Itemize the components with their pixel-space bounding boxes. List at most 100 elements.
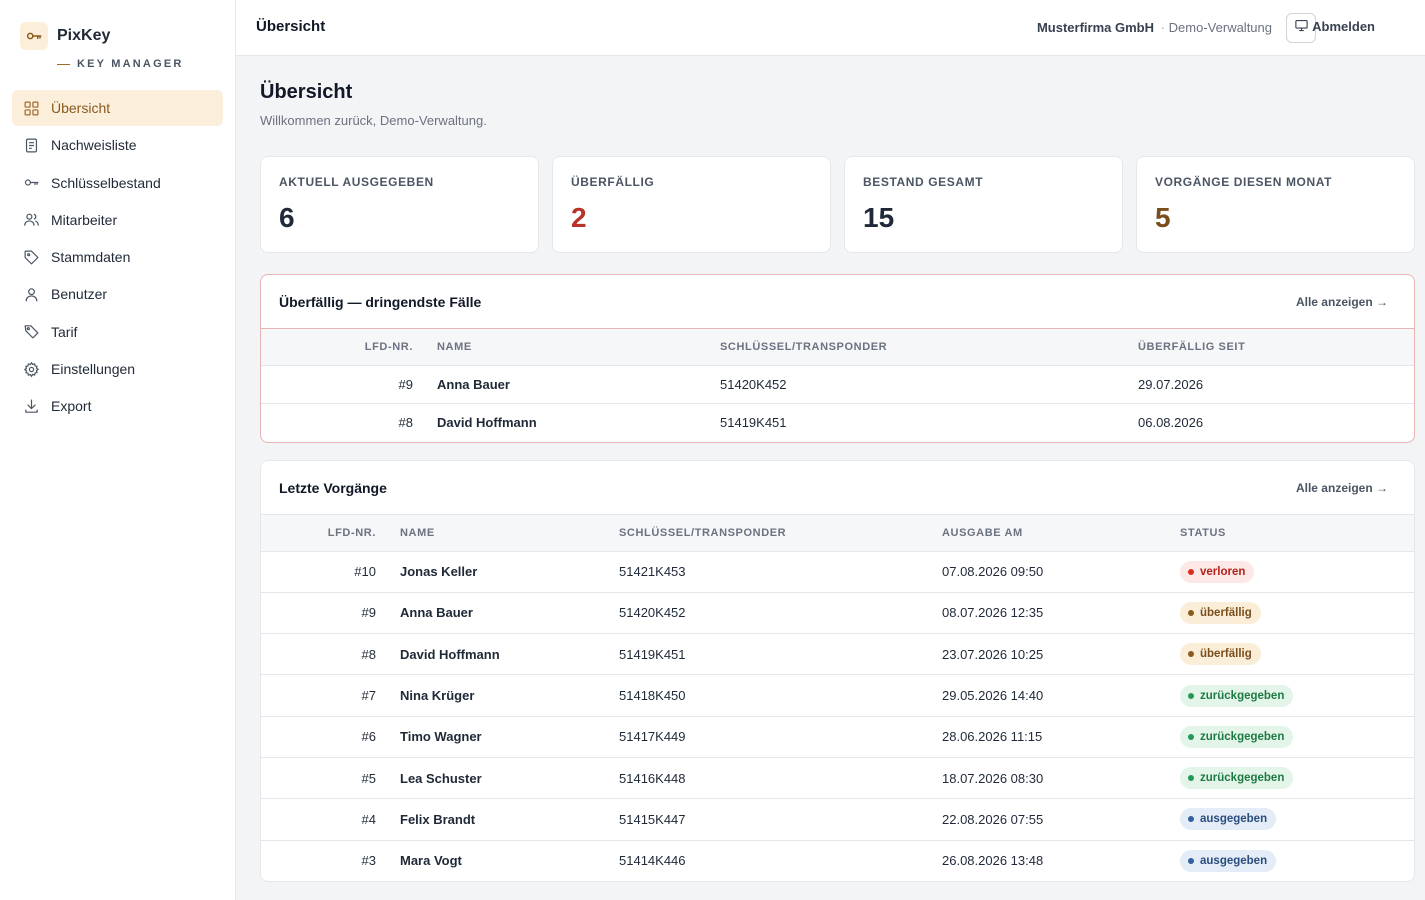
issue-date: 28.06.2026 11:15 xyxy=(942,716,1180,758)
sidebar: PixKey KEY MANAGER Übersicht Nachweislis… xyxy=(0,0,236,900)
status-badge: ausgegeben xyxy=(1180,808,1277,831)
key-id: 51416K448 xyxy=(619,757,942,800)
status-dot-icon xyxy=(1188,775,1194,782)
card-header: Letzte Vorgänge Alle anzeigen → xyxy=(261,461,1414,515)
key-id: 51418K450 xyxy=(619,674,942,717)
key-id: 51415K447 xyxy=(619,798,942,841)
column-header: AUSGABE AM xyxy=(942,515,1180,552)
stat-value: 6 xyxy=(279,202,295,233)
row-number: #5 xyxy=(261,757,400,800)
sidebar-item-label: Stammdaten xyxy=(51,249,131,266)
recent-transactions-card: Letzte Vorgänge Alle anzeigen → LFD-NR. … xyxy=(260,460,1415,882)
column-header: NAME xyxy=(400,515,619,552)
sidebar-nav: Übersicht Nachweisliste Schlüsselbestand… xyxy=(12,90,223,426)
table-row[interactable]: #7 Nina Krüger 51418K450 29.05.2026 14:40 zu… xyxy=(261,674,1414,717)
row-number: #8 xyxy=(398,414,413,430)
topbar-title: Übersicht xyxy=(256,18,326,35)
sidebar-item-schluesselbestand[interactable]: Schlüsselbestand xyxy=(12,165,223,201)
sidebar-item-label: Tarif xyxy=(51,323,78,340)
status-cell: zurückgegeben xyxy=(1180,757,1414,800)
column-header: SCHLÜSSEL/TRANSPONDER xyxy=(720,329,1138,366)
stat-value: 5 xyxy=(1155,202,1171,233)
employee-name: David Hoffmann xyxy=(437,414,537,430)
display-mode-button[interactable] xyxy=(1286,13,1316,43)
sidebar-item-uebersicht[interactable]: Übersicht xyxy=(12,90,223,126)
status-dot-icon xyxy=(1188,816,1194,823)
key-id: 51420K452 xyxy=(720,365,1138,404)
gear-icon xyxy=(23,361,40,378)
sidebar-item-mitarbeiter[interactable]: Mitarbeiter xyxy=(12,202,223,238)
key-id: 51417K449 xyxy=(619,716,942,758)
table-row[interactable]: #3 Mara Vogt 51414K446 26.08.2026 13:48 ausg… xyxy=(261,840,1414,881)
table-row[interactable]: #4 Felix Brandt 51415K447 22.08.2026 07:55 a… xyxy=(261,798,1414,841)
sidebar-item-benutzer[interactable]: Benutzer xyxy=(12,276,223,312)
table-row[interactable]: #5 Lea Schuster 51416K448 18.07.2026 08:30 z… xyxy=(261,757,1414,800)
status-badge: verloren xyxy=(1180,560,1255,583)
row-number: #10 xyxy=(261,551,400,593)
company-name: Musterfirma GmbH xyxy=(1036,20,1154,35)
show-all-link[interactable]: Alle anzeigen → xyxy=(1295,481,1388,495)
status-badge: überfällig xyxy=(1180,601,1261,624)
logout-button[interactable]: Abmelden xyxy=(1312,19,1375,34)
row-number: #7 xyxy=(261,674,400,717)
stat-card-overdue: ÜBERFÄLLIG 2 xyxy=(552,156,831,253)
column-header: LFD-NR. xyxy=(261,329,437,366)
card-title: Letzte Vorgänge xyxy=(279,480,387,496)
tag-icon xyxy=(23,249,40,266)
table-row[interactable]: #8 David Hoffmann 51419K451 23.07.2026 10:2… xyxy=(261,633,1414,676)
employee-name: David Hoffmann xyxy=(400,633,619,676)
employee-name: Felix Brandt xyxy=(400,798,619,841)
row-number: #9 xyxy=(261,365,437,404)
brand-subtitle: KEY MANAGER xyxy=(57,58,184,70)
document-icon xyxy=(23,137,40,154)
status-label: zurückgegeben xyxy=(1200,772,1285,785)
status-dot-icon xyxy=(1188,692,1194,699)
row-number: #6 xyxy=(261,716,400,758)
status-cell: ausgegeben xyxy=(1180,840,1414,881)
employee-name: Nina Krüger xyxy=(400,674,619,717)
sidebar-item-export[interactable]: Export xyxy=(12,388,223,424)
issue-date: 22.08.2026 07:55 xyxy=(942,798,1180,841)
sidebar-item-label: Übersicht xyxy=(51,100,111,116)
column-header: NAME xyxy=(437,329,720,366)
status-badge: überfällig xyxy=(1180,643,1261,666)
sidebar-item-tarif[interactable]: Tarif xyxy=(12,314,223,350)
employee-name: Lea Schuster xyxy=(400,757,619,800)
issue-date: 29.05.2026 14:40 xyxy=(942,674,1180,717)
stat-card-issued: AKTUELL AUSGEGEBEN 6 xyxy=(260,156,539,253)
brand[interactable]: PixKey xyxy=(20,22,110,50)
table-row[interactable]: #9 Anna Bauer 51420K452 29.07.2026 xyxy=(261,365,1414,404)
table-row[interactable]: #8 David Hoffmann 51419K451 06.08.2026 xyxy=(261,403,1414,441)
stat-label: ÜBERFÄLLIG xyxy=(571,175,655,189)
stat-value: 15 xyxy=(863,202,895,233)
table-header-row: LFD-NR. NAME SCHLÜSSEL/TRANSPONDER AUSGA… xyxy=(261,515,1414,552)
table-row[interactable]: #6 Timo Wagner 51417K449 28.06.2026 11:15 zu… xyxy=(261,716,1414,758)
stat-label: VORGÄNGE DIESEN MONAT xyxy=(1155,175,1333,189)
stat-card-total-stock: BESTAND GESAMT 15 xyxy=(844,156,1123,253)
key-id: 51421K453 xyxy=(619,551,942,593)
sidebar-item-stammdaten[interactable]: Stammdaten xyxy=(12,239,223,275)
users-icon xyxy=(23,211,40,228)
status-badge: zurückgegeben xyxy=(1180,684,1294,707)
status-label: zurückgegeben xyxy=(1200,689,1285,702)
monitor-icon xyxy=(1294,18,1309,38)
overdue-card: Überfällig — dringendste Fälle Alle anze… xyxy=(260,274,1415,443)
show-all-link[interactable]: Alle anzeigen → xyxy=(1295,295,1388,309)
table-row[interactable]: #9 Anna Bauer 51420K452 08.07.2026 12:35 übe… xyxy=(261,592,1414,635)
issue-date: 26.08.2026 13:48 xyxy=(942,853,1044,869)
page-title: Übersicht xyxy=(260,81,353,103)
sidebar-item-nachweisliste[interactable]: Nachweisliste xyxy=(12,127,223,163)
recent-transactions-table: LFD-NR. NAME SCHLÜSSEL/TRANSPONDER AUSGA… xyxy=(261,515,1414,881)
sidebar-item-einstellungen[interactable]: Einstellungen xyxy=(12,351,223,387)
table-row[interactable]: #10 Jonas Keller 51421K453 07.08.2026 09:50… xyxy=(261,551,1414,593)
status-label: verloren xyxy=(1200,565,1246,578)
row-number: #3 xyxy=(361,853,376,869)
sidebar-item-label: Benutzer xyxy=(51,286,108,303)
overdue-since: 06.08.2026 xyxy=(1138,414,1204,430)
row-number: #9 xyxy=(261,592,400,635)
status-cell: zurückgegeben xyxy=(1180,716,1414,758)
status-badge: zurückgegeben xyxy=(1180,767,1294,790)
brand-name: PixKey xyxy=(57,27,111,44)
status-badge: ausgegeben xyxy=(1180,849,1277,872)
employee-name: Jonas Keller xyxy=(400,551,619,593)
